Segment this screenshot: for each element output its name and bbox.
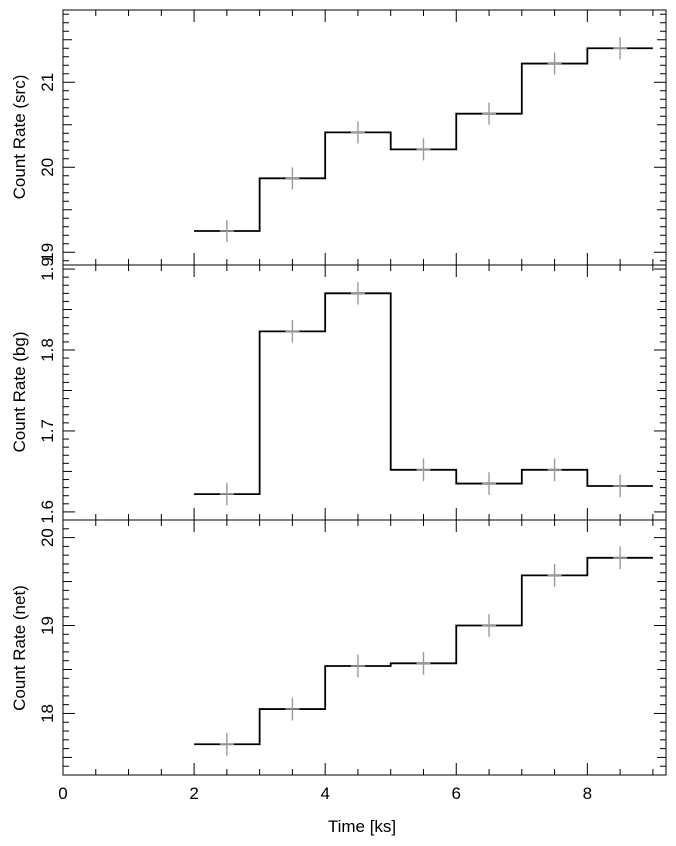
- x-tick-label: 4: [320, 784, 329, 803]
- y-tick-label: 19: [38, 243, 57, 262]
- y-tick-label: 20: [38, 528, 57, 547]
- y-tick-label: 1.7: [38, 419, 57, 443]
- step-line: [194, 556, 653, 746]
- panel-bg: 1.6 1.7 1.8 1.9: [38, 257, 667, 524]
- y-tick-label: 1.9: [38, 257, 57, 281]
- plot-frame: [62, 519, 667, 776]
- plot-frame: [62, 264, 667, 521]
- y-axis-label-bg: Count Rate (bg): [10, 332, 29, 453]
- y-tick-label: 18: [38, 704, 57, 723]
- y-tick-label: 19: [38, 616, 57, 635]
- x-tick-label: 8: [583, 784, 592, 803]
- y-axis-label-net: Count Rate (net): [10, 585, 29, 711]
- panel-net: 18 19 20 0 2 4 6 8: [38, 519, 667, 803]
- y-tick-label: 20: [38, 158, 57, 177]
- y-tick-label: 1.8: [38, 338, 57, 362]
- x-tick-label: 6: [452, 784, 461, 803]
- y-axis-label-src: Count Rate (src): [10, 75, 29, 200]
- panel-src: 19 20 21: [38, 9, 667, 266]
- x-tick-label: 0: [58, 784, 67, 803]
- y-tick-label: 21: [38, 73, 57, 92]
- x-tick-label: 2: [189, 784, 198, 803]
- plot-frame: [62, 9, 667, 266]
- y-tick-label: 1.6: [38, 500, 57, 524]
- x-axis-label: Time [ks]: [328, 817, 396, 836]
